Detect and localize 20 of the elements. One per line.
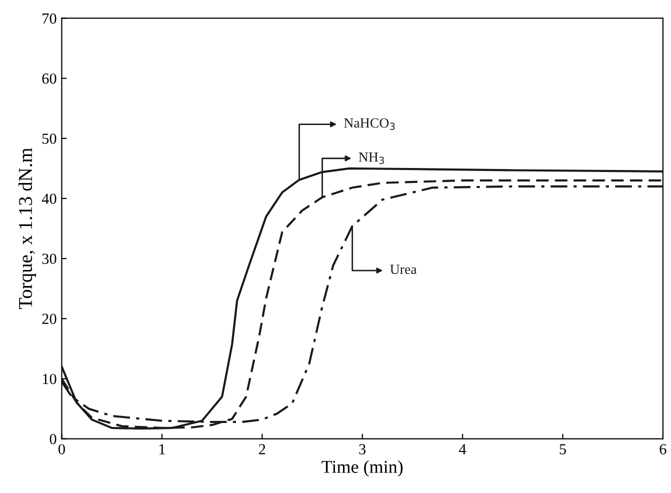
x-tick-label: 4	[459, 444, 466, 454]
y-tick-label: 20	[42, 314, 56, 324]
y-tick-label: 40	[42, 194, 56, 204]
y-axis-title: Torque, x 1.13 dN.m	[18, 148, 36, 310]
legend-label: Urea	[390, 264, 417, 274]
y-tick-label: 0	[50, 434, 56, 444]
legend-label: NaHCO$_{3}$	[344, 118, 395, 130]
y-tick-label: 60	[42, 73, 56, 84]
x-tick-label: 0	[58, 444, 65, 454]
y-tick-label: 50	[42, 134, 56, 144]
x-axis-title: Time (min)	[322, 460, 403, 477]
y-tick-label: 70	[42, 13, 56, 24]
x-tick-label: 1	[159, 444, 165, 454]
y-tick-label: 10	[42, 374, 56, 384]
x-tick-label: 2	[258, 444, 266, 454]
x-tick-label: 3	[359, 444, 366, 454]
y-tick-label: 30	[42, 254, 56, 264]
x-tick-label: 5	[560, 444, 566, 454]
legend-label: NH$_{3}$	[358, 152, 384, 164]
x-tick-label: 6	[660, 444, 666, 454]
